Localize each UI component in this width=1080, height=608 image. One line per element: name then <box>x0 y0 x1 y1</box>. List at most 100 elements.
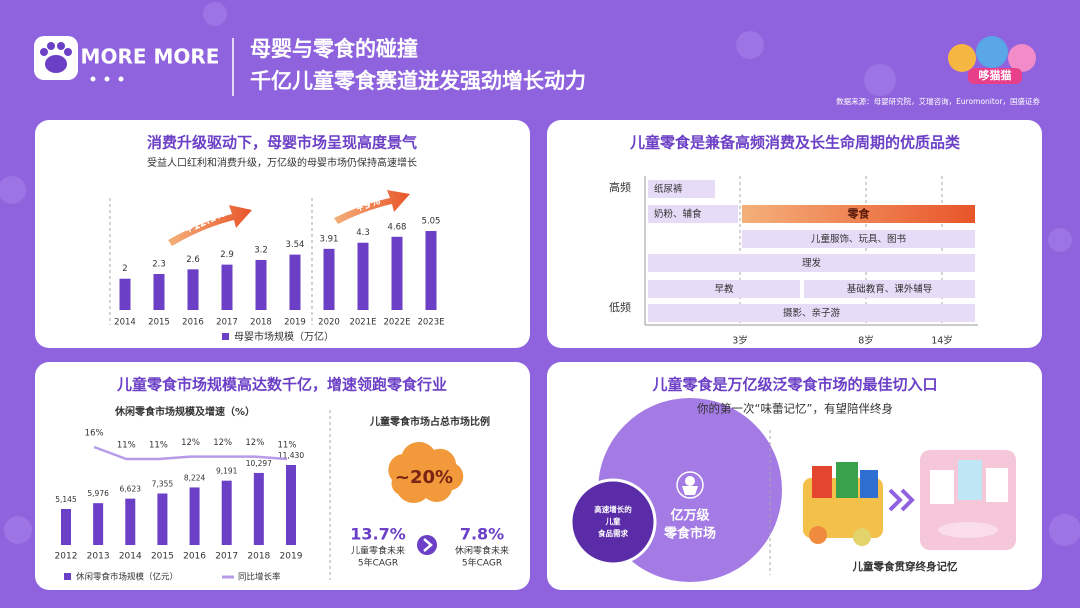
value-label: 10,297 <box>246 459 272 468</box>
share-cloud <box>388 441 464 503</box>
bar <box>187 269 199 310</box>
period-bar <box>648 254 975 272</box>
value-label: 3.54 <box>286 240 305 250</box>
x-tick-label: 2017 <box>216 318 238 328</box>
caption: 儿童零食贯穿终身记忆 <box>852 560 958 573</box>
bar <box>189 487 200 545</box>
cagr-value: 7.8% <box>460 525 504 544</box>
share-value: ~20% <box>395 467 453 488</box>
period-label: 摄影、亲子游 <box>783 307 841 319</box>
period-label: 理发 <box>802 257 822 269</box>
circle-label: 高速增长的 <box>594 504 632 514</box>
chevrons <box>888 488 915 512</box>
compare-chevron <box>423 538 433 552</box>
period-bar <box>742 205 975 223</box>
panel <box>35 120 530 348</box>
value-label: 2.3 <box>152 260 166 270</box>
line-label: 11% <box>117 441 136 451</box>
circle-label: 零食市场 <box>663 526 716 542</box>
period-label: 奶粉、辅食 <box>654 208 702 220</box>
value-label: 2.6 <box>186 255 200 265</box>
source: 数据来源：母婴研究院，艾瑞咨询，Euromonitor，国盛证券 <box>836 96 1040 106</box>
value-label: 2.9 <box>220 250 234 260</box>
value-label: 5,145 <box>55 495 77 504</box>
period-bar <box>648 180 715 198</box>
bar <box>221 264 233 310</box>
x-tick-label: 2012 <box>55 552 78 562</box>
compare-icon <box>417 535 437 555</box>
bar <box>119 278 131 310</box>
cagr-label: 儿童零食未来 <box>351 545 405 557</box>
paw-icon <box>40 42 72 73</box>
value-label: 5.05 <box>422 217 441 227</box>
bar <box>323 248 335 310</box>
growth-arrow <box>168 205 252 246</box>
legend-swatch <box>64 573 71 580</box>
share-title: 儿童零食市场占总市场比例 <box>369 415 490 428</box>
period-label: 纸尿裤 <box>654 183 683 195</box>
value-label: 9,191 <box>216 467 238 476</box>
bar <box>357 242 369 310</box>
growth-arrow <box>334 190 410 224</box>
y-label: 高频 <box>609 180 631 194</box>
value-label: 4.3 <box>356 228 370 238</box>
mascots <box>948 36 1036 84</box>
bar <box>253 472 264 545</box>
period-label: 基础教育、课外辅导 <box>847 283 933 295</box>
panel-title: 儿童零食是万亿级泛零食市场的最佳切入口 <box>651 376 937 394</box>
bar <box>425 231 437 310</box>
line-label: 11% <box>149 441 168 451</box>
x-label: 3岁 <box>732 335 748 347</box>
bar <box>93 503 104 545</box>
chart-title: 消费升级驱动下，母婴市场呈现高度景气 <box>147 134 417 152</box>
x-tick-label: 2016 <box>183 552 206 562</box>
period-bar <box>648 280 800 298</box>
circle-label: 亿万级 <box>670 508 710 524</box>
bar <box>285 465 296 545</box>
chart-title: 儿童零食市场规模高达数千亿，增速领跑零食行业 <box>116 376 447 394</box>
panel-subtitle: 你的第一次“味蕾记忆”，有望陪伴终身 <box>697 402 893 416</box>
legend-label: 同比增长率 <box>238 572 281 583</box>
growth-line <box>93 445 288 461</box>
cupcake-icon <box>676 471 704 499</box>
header-title: 千亿儿童零食赛道迸发强劲增长动力 <box>250 69 586 93</box>
period-bar <box>648 205 738 223</box>
cagr-value: 13.7% <box>350 525 406 544</box>
bar <box>255 259 267 310</box>
x-tick-label: 2021E <box>349 318 376 328</box>
x-tick-label: 2014 <box>114 318 136 328</box>
period-bar <box>648 304 975 322</box>
x-tick-label: 2015 <box>148 318 170 328</box>
logo-text: 哆猫猫 <box>979 68 1012 82</box>
panel-title: 儿童零食是兼备高频消费及长生命周期的优质品类 <box>629 134 961 152</box>
period-label: 零食 <box>847 207 871 221</box>
value-label: 4.68 <box>388 222 407 232</box>
value-label: 3.2 <box>254 245 268 255</box>
line-label: 11% <box>278 441 297 451</box>
x-tick-label: 2019 <box>280 552 303 562</box>
cagr-label: 5年CAGR <box>462 557 502 569</box>
bar <box>391 236 403 310</box>
x-tick-label: 2013 <box>87 552 110 562</box>
snack-image <box>803 462 883 546</box>
line-label: 12% <box>213 438 232 448</box>
line-label: 16% <box>85 429 104 439</box>
legend-label: 母婴市场规模（万亿） <box>234 330 334 343</box>
chart-subtitle: 受益人口红利和消费升级，万亿级的母婴市场仍保持高速增长 <box>147 156 417 169</box>
x-tick-label: 2019 <box>284 318 306 328</box>
period-bar <box>742 230 975 248</box>
period-label: 儿童服饰、玩具、图书 <box>811 233 907 245</box>
value-label: 11,430 <box>278 451 304 460</box>
circle-label: 儿童 <box>605 516 621 526</box>
age-guides <box>739 176 943 325</box>
bar <box>221 480 232 545</box>
line-label: 12% <box>181 438 200 448</box>
paw-decor <box>0 2 1080 546</box>
period-bar <box>804 280 975 298</box>
value-label: 3.91 <box>320 234 339 244</box>
brand-name: MORE MORE <box>81 45 220 69</box>
period-label: 早教 <box>714 283 734 295</box>
value-label: 6,623 <box>120 485 142 494</box>
x-tick-label: 2014 <box>119 552 142 562</box>
